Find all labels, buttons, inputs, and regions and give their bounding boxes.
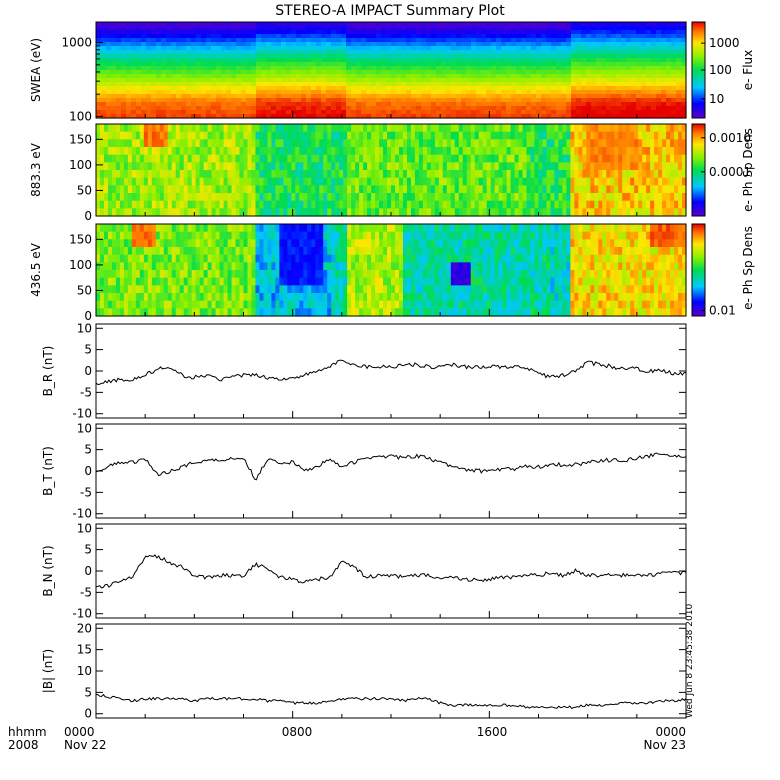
panel6-ylabel: |B| (nT) [41,649,55,693]
flux-colorbar-label: e- Flux [741,50,755,90]
time-axis: hhmm 2008 0000 Nov 22 0800 1600 0000 Nov… [8,725,686,752]
line-panel-frame-3 [95,323,687,419]
pitch-ytick-label: 0 [84,209,92,223]
flux-colorbar-tick-label: 100 [709,63,732,77]
x-row2-label-1: Nov 22 [64,738,107,752]
line-panel-4: 10 5 0 -5 -10 B_T (nT) [41,421,687,521]
plot-title: STEREO-A IMPACT Summary Plot [275,3,505,19]
psd-colorbar-883-frame [691,123,706,217]
flux-colorbar-tick-label: 1000 [709,36,740,50]
panel5-ylabel: B_N (nT) [41,545,55,596]
panel1-ylabel: 883.3 eV [29,142,43,197]
line-panel-frame-6 [95,623,687,719]
ytick-label: 15 [77,643,92,657]
series-line-4 [95,452,687,481]
x-row1-label-4: 0000 [655,725,686,739]
series-line-3 [95,359,687,386]
ytick-label: 0 [84,707,92,721]
series-line-5 [95,554,687,589]
psd-colorbar-436-label: e- Ph Sp Dens [741,226,755,310]
pitch-ytick-label: 0 [84,309,92,323]
x-row2-label-0: 2008 [8,738,39,752]
x-row1-label-3: 1600 [477,725,508,739]
psd-colorbar-436-frame [691,223,706,317]
psd-colorbar-883-label: e- Ph Sp Dens [741,128,755,212]
swea-spectrogram [96,22,687,119]
swea-ytick-label: 100 [69,109,92,123]
ytick-label: 0 [84,464,92,478]
x-row2-label-2: Nov 23 [643,738,686,752]
pitch-ytick-label: 50 [77,183,92,197]
line-panel-5: 10 5 0 -5 -10 B_N (nT) [41,521,687,621]
ytick-label: 5 [84,443,92,457]
pitch-ytick-label: 100 [69,258,92,272]
ytick-label: -5 [80,385,92,399]
pitch-ytick-label: 100 [69,158,92,172]
ytick-label: -10 [72,407,92,421]
ytick-label: 10 [77,421,92,435]
panel0-ylabel: SWEA (eV) [29,38,43,102]
ytick-label: 5 [84,343,92,357]
ytick-label: 5 [84,685,92,699]
swea-ytick-label: 1000 [61,36,92,50]
pitch-ytick-label: 50 [77,283,92,297]
pitch-ytick-label: 150 [69,132,92,146]
psd-colorbar-436-tick-label: 0.01 [709,303,736,317]
ytick-label: -5 [80,485,92,499]
pitch-angle-spectrogram-1 [96,124,687,217]
ytick-label: 10 [77,321,92,335]
x-row1-label-0: hhmm [8,725,47,739]
series-line-6 [95,693,687,710]
pitch-angle-spectrogram-2 [96,224,687,317]
ytick-label: -10 [72,507,92,521]
ytick-label: 5 [84,543,92,557]
flux-colorbar [692,22,705,118]
ytick-label: 0 [84,364,92,378]
psd-colorbar-883-tick-label: 0.0001 [709,165,751,179]
ytick-label: 0 [84,564,92,578]
flux-colorbar-tick-label: 10 [709,92,724,106]
ytick-label: -10 [72,607,92,621]
run-timestamp: Wed Jun 8 23:45:38 2010 [685,604,695,718]
ytick-label: 10 [77,664,92,678]
panel2-ylabel: 436.5 eV [29,242,43,297]
panel3-ylabel: B_R (nT) [41,346,55,397]
psd-colorbar-883-tick-label: 0.0010 [709,131,751,145]
line-panel-3: 10 5 0 -5 -10 B_R (nT) [41,321,687,421]
pitch-ytick-label: 150 [69,232,92,246]
line-panel-frame-5 [95,523,687,619]
line-panel-6: 20 15 10 5 0 |B| (nT) [41,621,687,721]
ytick-label: 10 [77,521,92,535]
x-row1-label-2: 0800 [282,725,313,739]
ytick-label: 20 [77,621,92,635]
line-panel-frame-4 [95,423,687,519]
ytick-label: -5 [80,585,92,599]
psd-colorbar-883 [692,124,705,216]
x-row1-label-1: 0000 [64,725,95,739]
magnetic-field-panels: 10 5 0 -5 -10 B_R (nT) 10 5 0 -5 -10 B_T (nT) 10 5 0 -5… [41,321,687,721]
psd-colorbar-436 [692,224,705,316]
panel4-ylabel: B_T (nT) [41,446,55,496]
